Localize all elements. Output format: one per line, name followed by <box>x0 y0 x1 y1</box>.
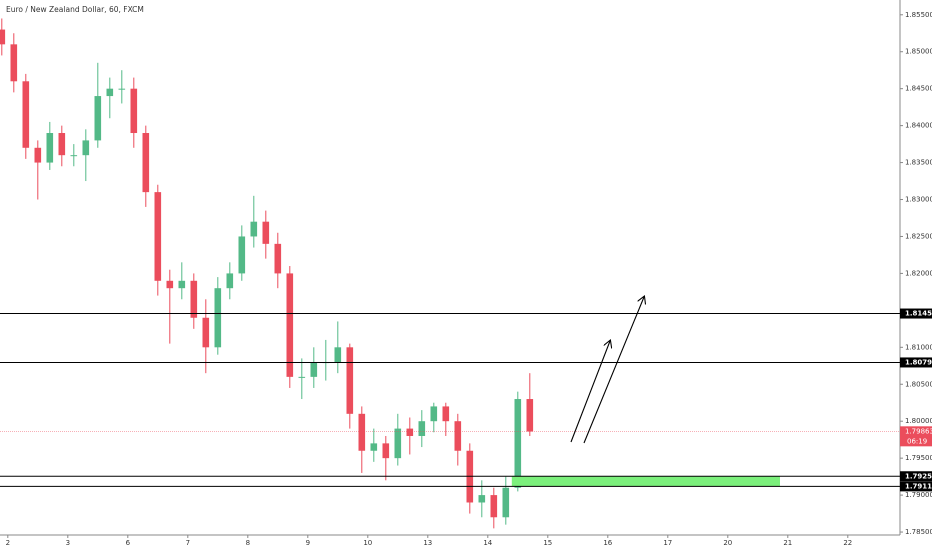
level-label-box <box>900 471 932 482</box>
y-tick-label: 1.80500 <box>905 380 932 388</box>
x-tick-label: 17 <box>663 539 672 547</box>
candle-body <box>46 133 54 163</box>
candle-body <box>442 406 450 422</box>
x-tick-label: 2 <box>6 539 10 547</box>
zone <box>511 476 780 487</box>
candle-body <box>10 44 18 82</box>
y-tick-label: 1.79000 <box>905 491 932 499</box>
candle-body <box>106 88 114 97</box>
candle-body <box>382 443 390 459</box>
candle-body <box>118 88 126 90</box>
level-label-box <box>900 357 932 368</box>
candle-body <box>394 428 402 459</box>
candle-body <box>502 487 510 518</box>
candle-body <box>250 221 258 237</box>
x-tick-label: 14 <box>483 539 492 547</box>
y-tick-label: 1.82500 <box>905 232 932 240</box>
candle-body <box>22 81 30 148</box>
chart-title: Euro / New Zealand Dollar, 60, FXCM <box>6 5 144 14</box>
candle-body <box>346 347 354 414</box>
candle-body <box>154 192 162 281</box>
candle-body <box>286 273 294 377</box>
x-tick-label: 10 <box>363 539 372 547</box>
candle-body <box>0 29 6 45</box>
arrow <box>570 341 610 443</box>
candle-body <box>70 155 78 157</box>
level-label: 1.80795 <box>905 358 932 366</box>
candle-body <box>454 421 462 451</box>
candle-body <box>274 243 282 274</box>
x-tick-label: 13 <box>423 539 432 547</box>
candle-body <box>478 495 486 503</box>
candle-body <box>82 140 90 156</box>
candle-body <box>58 133 66 156</box>
level-label-box <box>900 481 932 492</box>
x-tick-label: 6 <box>126 539 131 547</box>
y-tick-label: 1.82000 <box>905 269 932 277</box>
candle-body <box>202 317 210 348</box>
candle-body <box>226 273 234 289</box>
level-label: 1.79255 <box>905 472 932 480</box>
x-tick-label: 3 <box>66 539 70 547</box>
y-tick-label: 1.80000 <box>905 417 932 425</box>
x-tick-label: 16 <box>603 539 612 547</box>
y-tick-label: 1.84500 <box>905 85 932 93</box>
candle-body <box>262 221 270 244</box>
candle-body <box>490 495 498 518</box>
candle-body <box>142 133 150 193</box>
y-tick-label: 1.84000 <box>905 122 932 130</box>
x-tick-label: 9 <box>306 539 310 547</box>
y-tick-label: 1.79500 <box>905 454 932 462</box>
y-tick-label: 1.81000 <box>905 343 932 351</box>
candle-body <box>214 288 222 348</box>
candle-body <box>34 147 42 163</box>
candle-body <box>166 280 174 289</box>
y-tick-label: 1.85000 <box>905 48 932 56</box>
candle-body <box>370 443 378 451</box>
candle-body <box>430 406 438 422</box>
countdown-label: 06:19 <box>907 437 927 445</box>
candle-body <box>358 413 366 451</box>
candle-body <box>190 280 198 318</box>
candle-body <box>298 376 306 378</box>
level-label: 1.81457 <box>905 310 932 318</box>
candle-body <box>514 399 522 488</box>
x-tick-label: 15 <box>543 539 552 547</box>
candle-body <box>238 236 246 274</box>
candle-body <box>418 421 426 436</box>
x-tick-label: 22 <box>843 539 852 547</box>
y-tick-label: 1.83500 <box>905 159 932 167</box>
candle-body <box>94 96 102 141</box>
candle-body <box>130 88 138 134</box>
candle-body <box>178 280 186 289</box>
candle-body <box>334 347 342 363</box>
arrow <box>583 297 644 444</box>
last-price-box <box>900 426 932 447</box>
candle-body <box>310 362 318 377</box>
y-tick-label: 1.83000 <box>905 196 932 204</box>
x-tick-label: 21 <box>783 539 792 547</box>
candle-body <box>406 428 414 436</box>
level-label: 1.79118 <box>905 482 932 490</box>
x-tick-label: 8 <box>246 539 250 547</box>
candle-body <box>526 399 534 432</box>
level-label-box <box>900 308 932 319</box>
y-tick-label: 1.85500 <box>905 11 932 19</box>
last-price-label: 1.79863 <box>905 427 932 435</box>
x-tick-label: 20 <box>723 539 732 547</box>
x-tick-label: 7 <box>186 539 190 547</box>
y-tick-label: 1.78500 <box>905 528 932 536</box>
